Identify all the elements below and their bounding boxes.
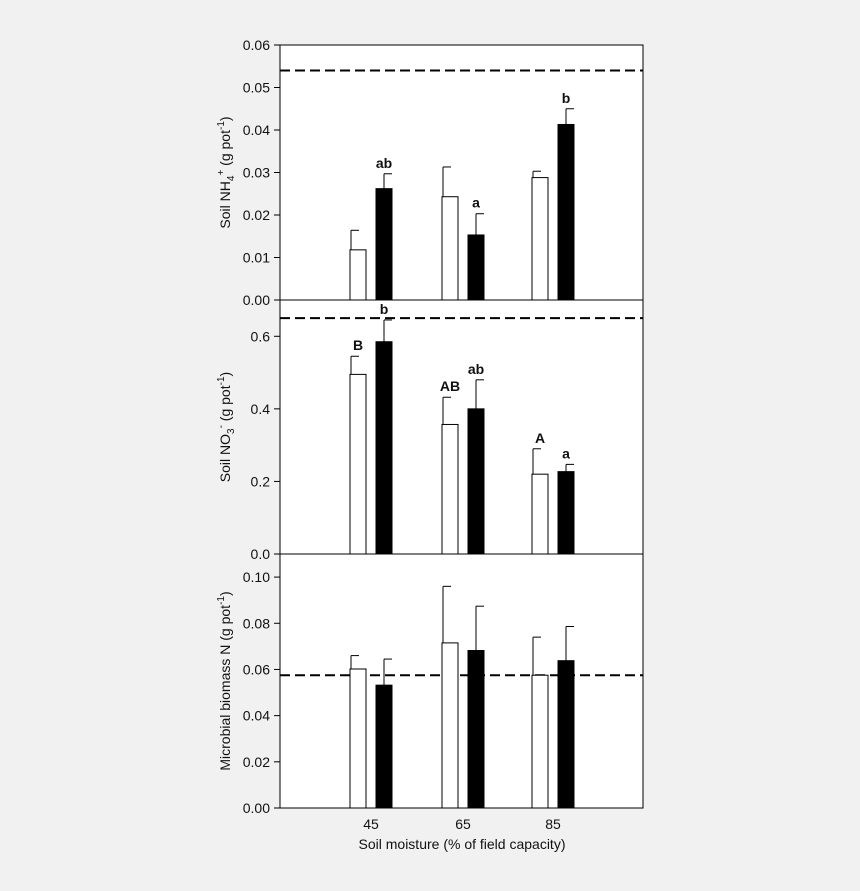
y-tick-label: 0.00 bbox=[243, 800, 270, 816]
y-axis-title-part: 4 bbox=[226, 175, 237, 181]
panel-2: 0.0 0.2 0.4 0.6 Bb AB ab Aa Soil NO3- (g pot-1) bbox=[216, 299, 644, 562]
y-tick-label: 0.03 bbox=[243, 165, 270, 181]
y-tick-label: 0.00 bbox=[243, 292, 270, 308]
y-tick-label: 0.01 bbox=[243, 250, 270, 266]
y-axis-title-part: -1 bbox=[216, 121, 227, 130]
y-tick-label: 0.04 bbox=[243, 122, 270, 138]
plot-area bbox=[279, 299, 644, 555]
y-axis-title-part: -1 bbox=[216, 376, 227, 385]
bar bbox=[467, 234, 485, 301]
x-tick-label: 45 bbox=[363, 816, 379, 832]
bar bbox=[375, 188, 393, 301]
bar bbox=[557, 123, 575, 301]
y-tick-label: 0.06 bbox=[243, 661, 270, 677]
y-tick-label: 0.02 bbox=[243, 207, 270, 223]
y-axis-title: Microbial biomass N (g pot-1) bbox=[216, 591, 233, 770]
y-axis-title-part: + bbox=[216, 170, 227, 176]
significance-letter: AB bbox=[440, 378, 460, 394]
panel-3: 0.00 0.02 0.04 0.06 0.08 0.10 Microbial biomas… bbox=[216, 553, 644, 832]
y-axis-title-part: Soil NO bbox=[217, 434, 233, 482]
y-axis-title: Soil NO3- (g pot-1) bbox=[216, 372, 237, 482]
significance-letter: b bbox=[380, 301, 389, 317]
significance-letter: ab bbox=[468, 361, 484, 377]
x-tick-label: 65 bbox=[455, 816, 471, 832]
y-axis-title-part: Soil NH bbox=[217, 181, 233, 228]
y-axis-title-part: -1 bbox=[216, 596, 227, 605]
y-tick-label: 0.6 bbox=[251, 328, 271, 344]
bar bbox=[531, 177, 549, 301]
y-axis-title-part: (g pot bbox=[217, 605, 233, 645]
y-axis-title-part: Microbial biomass N bbox=[217, 645, 233, 771]
y-axis-title-part: (g pot bbox=[217, 130, 233, 170]
bar bbox=[375, 684, 393, 809]
plot-area bbox=[279, 44, 644, 301]
y-axis-title-part: ) bbox=[217, 591, 233, 596]
bar bbox=[441, 423, 459, 555]
y-tick-label: 0.0 bbox=[251, 546, 271, 562]
bar bbox=[349, 249, 367, 301]
bar bbox=[441, 196, 459, 301]
bar bbox=[557, 471, 575, 555]
y-tick-label: 0.04 bbox=[243, 708, 270, 724]
bar bbox=[349, 373, 367, 555]
y-axis-title-part: 3 bbox=[226, 428, 237, 434]
significance-letter: a bbox=[562, 445, 570, 461]
y-axis-title-part: ) bbox=[217, 116, 233, 121]
y-tick-label: 0.4 bbox=[251, 401, 271, 417]
bar bbox=[349, 668, 367, 809]
bar bbox=[557, 660, 575, 809]
y-axis-title: Soil NH4+ (g pot-1) bbox=[216, 116, 237, 228]
plot-area bbox=[279, 553, 644, 809]
bar bbox=[467, 650, 485, 809]
y-tick-label: 0.06 bbox=[243, 37, 270, 53]
bar bbox=[531, 674, 549, 809]
y-axis-title-part: ) bbox=[217, 372, 233, 377]
y-tick-label: 0.10 bbox=[243, 569, 270, 585]
bar bbox=[467, 408, 485, 555]
significance-letter: ab bbox=[376, 155, 392, 171]
y-tick-label: 0.05 bbox=[243, 80, 270, 96]
significance-letter: B bbox=[353, 337, 363, 353]
y-tick-label: 0.02 bbox=[243, 754, 270, 770]
significance-letter: A bbox=[535, 430, 545, 446]
bar bbox=[375, 341, 393, 555]
x-tick-label: 85 bbox=[545, 816, 561, 832]
significance-letter: a bbox=[472, 195, 480, 211]
bar bbox=[441, 642, 459, 809]
x-axis-title: Soil moisture (% of field capacity) bbox=[359, 836, 566, 852]
y-axis-title-part: (g pot bbox=[217, 385, 233, 425]
y-tick-label: 0.08 bbox=[243, 615, 270, 631]
y-tick-label: 0.2 bbox=[251, 473, 271, 489]
bar bbox=[531, 473, 549, 555]
y-axis-title-part: - bbox=[216, 425, 227, 428]
significance-letter: b bbox=[562, 90, 571, 106]
